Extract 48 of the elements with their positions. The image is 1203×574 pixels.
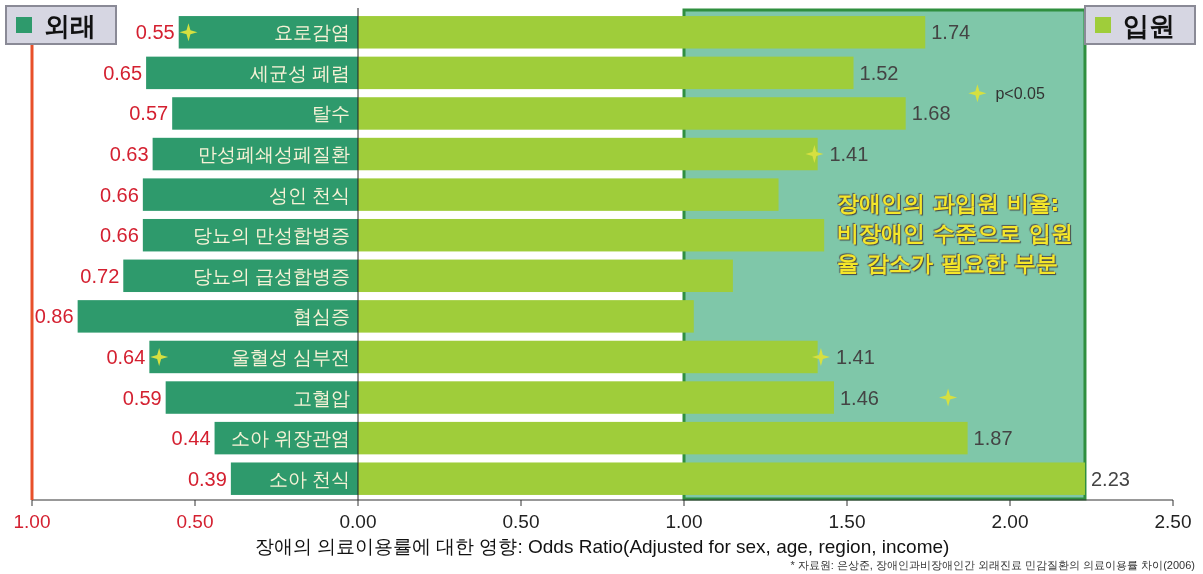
data-label: 0.72 — [80, 264, 120, 287]
y-tick-label: 소아 위장관염 — [230, 428, 350, 450]
data-label: 0.59 — [122, 386, 162, 409]
x-tick-label: 2.50 — [1154, 511, 1192, 532]
y-tick-label: 울혈성 심부전 — [230, 346, 350, 368]
band-label: 장애인의 과입원 비율: 비장애인 수준으로 입원율 감소가 필요한 부분 — [837, 189, 1074, 278]
y-tick-label: 소아 천식 — [268, 468, 350, 490]
y-tick-label: 성인 천식 — [268, 184, 350, 206]
data-label: 0.86 — [34, 305, 74, 328]
data-label: 0.63 — [109, 143, 149, 166]
data-label: 0.66 — [99, 224, 139, 247]
y-tick-label: 협심증 — [293, 306, 350, 328]
x-tick-label: 0.50 — [502, 511, 540, 532]
data-label: 0.39 — [187, 467, 227, 490]
x-tick-label: 1.00 — [13, 511, 51, 532]
data-label: 1.68 — [911, 102, 951, 125]
data-label: 1.41 — [835, 345, 875, 368]
y-tick-label: 요로감염 — [274, 22, 350, 44]
bar — [178, 16, 358, 49]
y-tick-label: 만성폐쇄성폐질환 — [198, 144, 350, 166]
legend-label: p<0.05 — [995, 85, 1045, 103]
data-label: 0.66 — [99, 183, 139, 206]
bar — [230, 462, 358, 495]
x-tick-label: 0.00 — [339, 511, 377, 532]
data-label: 0.57 — [129, 102, 169, 125]
data-label: 0.65 — [103, 61, 143, 84]
data-label: 0.64 — [106, 345, 146, 368]
y-tick-label: 당뇨의 만성합병증 — [192, 225, 350, 247]
y-tick-label: 고혈압 — [293, 387, 350, 409]
x-axis-title: 장애의 의료이용률에 대한 영향: Odds Ratio(Adjusted for sex, age, region, income) — [254, 536, 950, 557]
legend-label: 입원 — [1123, 11, 1175, 41]
y-tick-label: 당뇨의 급성합병증 — [192, 265, 350, 287]
x-tick-label: 1.00 — [665, 511, 703, 532]
data-label: 2.23 — [1090, 467, 1130, 490]
data-label: 1.46 — [839, 386, 879, 409]
x-tick-label: 0.50 — [176, 511, 214, 532]
data-label: 1.52 — [859, 61, 899, 84]
data-label: 1.74 — [931, 21, 971, 44]
legend-label: 외래 — [44, 11, 96, 41]
x-tick-label: 1.50 — [828, 511, 866, 532]
data-label: 0.55 — [135, 21, 175, 44]
data-label: 0.44 — [171, 427, 211, 450]
y-tick-label: 탈수 — [312, 103, 350, 125]
data-label: 1.41 — [829, 143, 869, 166]
data-label: 1.87 — [973, 427, 1013, 450]
text: * 자료원: 은상준, 장애인과비장애인간 외래진료 민감질환의 의료이용률 차이(2006) — [790, 559, 1195, 571]
y-tick-label: 세균성 폐렴 — [249, 62, 350, 84]
x-tick-label: 2.00 — [991, 511, 1029, 532]
